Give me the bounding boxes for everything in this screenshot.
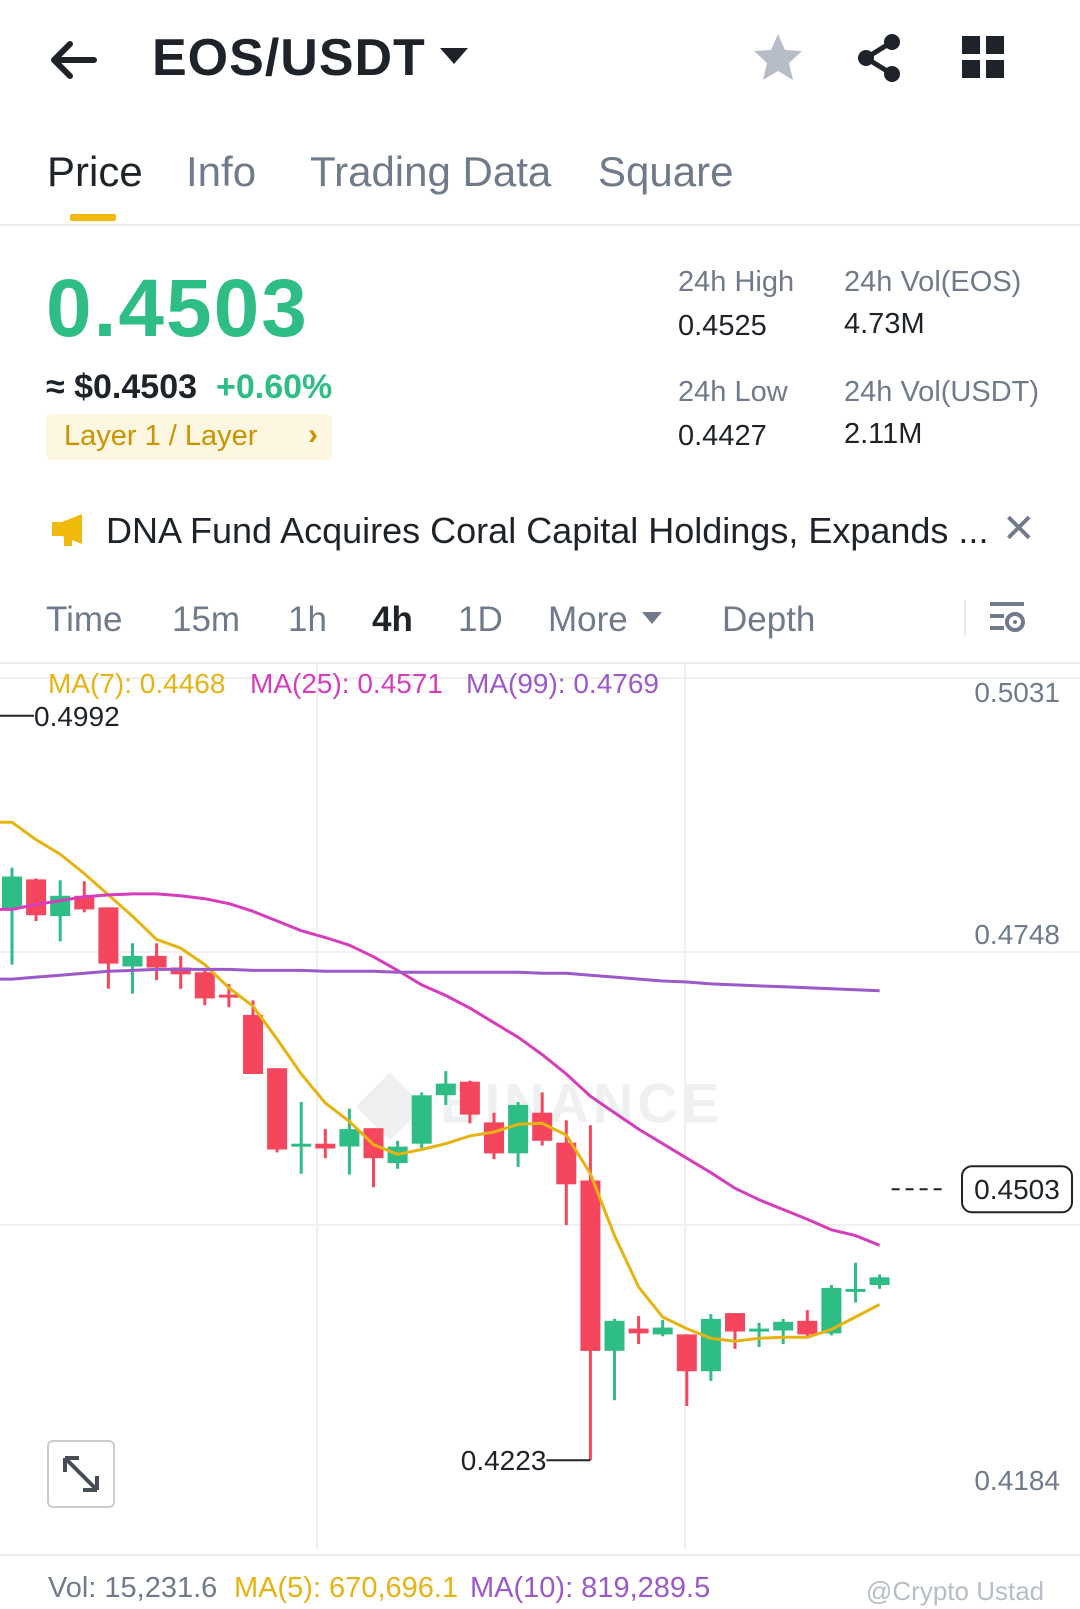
chevron-right-icon: ›: [308, 418, 318, 451]
caret-down-icon: [642, 612, 662, 624]
ma25-label: MA(25): 0.4571: [250, 668, 443, 699]
y-axis-tick: 0.4184: [974, 1465, 1060, 1496]
toolbar-divider: [0, 662, 1080, 664]
candle-body: [435, 1083, 456, 1096]
candle-body: [725, 1313, 745, 1332]
tab-price[interactable]: Price: [47, 148, 143, 195]
volume-ma5-label: MA(5): 670,696.1: [234, 1572, 459, 1604]
category-tag-label: Layer 1 / Layer: [64, 420, 258, 452]
candle-body: [243, 1014, 263, 1074]
candle-body: [484, 1122, 504, 1154]
candle-body: [508, 1104, 529, 1154]
candle-body: [26, 879, 47, 916]
candlestick-chart[interactable]: BINANCE 0.5031 0.4748 0.4184 0.4992 0.4223 0.4…: [0, 664, 1080, 1550]
candle-body: [194, 972, 215, 999]
candle-body: [122, 955, 143, 967]
ma7-label: MA(7): 0.4468: [48, 668, 226, 699]
candle-body: [170, 967, 191, 975]
current-price-box: [961, 1165, 1073, 1214]
caret-down-icon[interactable]: [440, 48, 468, 64]
candle-body: [74, 895, 95, 910]
candle-body: [459, 1081, 480, 1115]
high-marker-label: 0.4992: [34, 701, 120, 732]
volume-divider: [0, 1554, 1080, 1556]
usd-price: ≈ $0.4503: [46, 368, 198, 406]
candle-body: [628, 1328, 649, 1334]
tab-trading-data[interactable]: Trading Data: [310, 148, 552, 195]
close-icon[interactable]: ✕: [1002, 507, 1036, 551]
expand-chart-button[interactable]: [47, 1440, 115, 1508]
candle-body: [267, 1068, 288, 1150]
grid-icon[interactable]: [956, 30, 1012, 86]
interval-more[interactable]: More: [548, 600, 628, 639]
tab-square[interactable]: Square: [598, 148, 734, 195]
current-price-label: 0.4503: [974, 1174, 1060, 1205]
interval-1h[interactable]: 1h: [288, 600, 327, 639]
interval-depth[interactable]: Depth: [722, 600, 816, 639]
candle-body: [98, 907, 119, 964]
candle-body: [821, 1287, 842, 1334]
megaphone-icon: [50, 512, 86, 548]
y-axis-tick: 0.5031: [974, 677, 1060, 708]
candle-body: [604, 1320, 625, 1351]
news-headline[interactable]: DNA Fund Acquires Coral Capital Holdings…: [106, 510, 989, 551]
stat-high-value: 0.4525: [678, 310, 767, 342]
candle-body: [146, 955, 167, 968]
candle-body: [532, 1112, 553, 1141]
ma99-label: MA(99): 0.4769: [466, 668, 659, 699]
interval-time[interactable]: Time: [46, 600, 123, 639]
back-arrow-icon: [51, 41, 97, 79]
candle-body: [315, 1143, 336, 1149]
price-change: +0.60%: [216, 368, 333, 406]
candle-body: [580, 1180, 601, 1351]
candle-body: [869, 1277, 890, 1285]
stat-low-value: 0.4427: [678, 420, 767, 452]
active-tab-indicator: [70, 214, 116, 221]
candle-body: [749, 1328, 770, 1332]
binance-watermark: BINANCE: [440, 1071, 723, 1134]
expand-icon: [63, 1456, 99, 1492]
pair-title[interactable]: EOS/USDT: [152, 29, 426, 87]
interval-15m[interactable]: 15m: [172, 600, 241, 639]
toolbar-separator: [964, 600, 966, 636]
stat-vol-quote-value: 2.11M: [844, 418, 923, 450]
candle-body: [676, 1334, 697, 1372]
candle-body: [339, 1129, 360, 1147]
tab-info[interactable]: Info: [186, 148, 257, 195]
interval-4h[interactable]: 4h: [372, 600, 413, 639]
candle-body: [291, 1143, 312, 1147]
ma99-line: [0, 967, 880, 993]
volume-label: Vol: 15,231.6: [48, 1572, 218, 1604]
candle-body: [700, 1318, 721, 1372]
y-axis-tick: 0.4748: [974, 919, 1060, 950]
back-button[interactable]: [44, 30, 104, 90]
ma25-line: [0, 892, 881, 1247]
ma7-line: [0, 820, 881, 1343]
volume-ma10-label: MA(10): 819,289.5: [470, 1572, 711, 1604]
candle-body: [218, 994, 239, 998]
tabs-divider: [0, 224, 1080, 226]
candle-body: [556, 1142, 577, 1185]
stat-vol-base-value: 4.73M: [844, 308, 925, 340]
stat-vol-quote-label: 24h Vol(USDT): [844, 376, 1040, 408]
last-price: 0.4503: [46, 263, 309, 354]
chart-settings-icon[interactable]: [988, 598, 1026, 638]
share-icon[interactable]: [852, 30, 908, 86]
stat-vol-base-label: 24h Vol(EOS): [844, 266, 1022, 298]
binance-logo-icon: [356, 1072, 424, 1141]
star-icon[interactable]: [750, 30, 806, 86]
candle-body: [797, 1320, 818, 1335]
interval-1d[interactable]: 1D: [458, 600, 503, 639]
candle-body: [845, 1288, 866, 1292]
stat-low-label: 24h Low: [678, 376, 788, 408]
candle-body: [773, 1321, 794, 1331]
candle-body: [411, 1095, 432, 1144]
candle-body: [652, 1327, 673, 1335]
low-marker-label: 0.4223: [461, 1445, 547, 1476]
candle-body: [2, 876, 22, 909]
watermark-text: @Crypto Ustad: [866, 1576, 1045, 1606]
stat-high-label: 24h High: [678, 266, 795, 298]
category-tag[interactable]: Layer 1 / Layer ›: [46, 414, 332, 460]
